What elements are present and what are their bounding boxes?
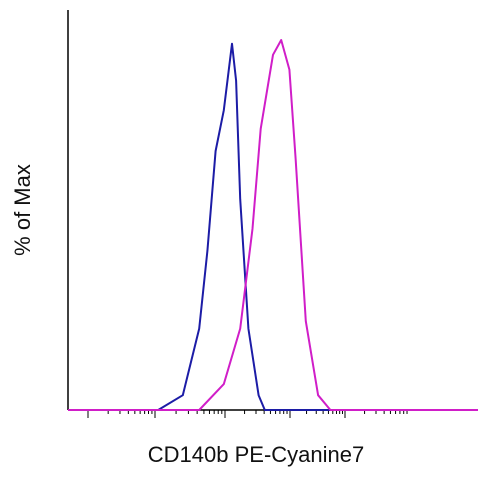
histogram-line — [68, 39, 478, 411]
x-axis-label: CD140b PE-Cyanine7 — [148, 442, 364, 467]
x-axis-ticks — [87, 410, 408, 418]
y-axis-label: % of Max — [10, 164, 35, 256]
histogram-line — [68, 42, 478, 411]
